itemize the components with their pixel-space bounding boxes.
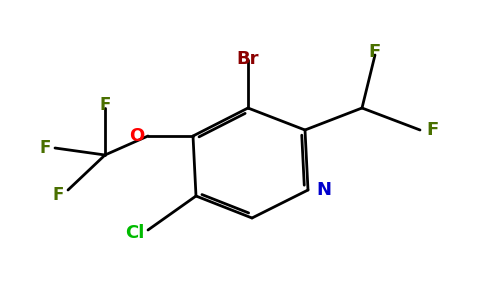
Text: Br: Br [237,50,259,68]
Text: F: F [426,121,438,139]
Text: F: F [53,186,64,204]
Text: F: F [369,43,381,61]
Text: F: F [40,139,51,157]
Text: F: F [99,96,111,114]
Text: N: N [316,181,331,199]
Text: Cl: Cl [124,224,144,242]
Text: O: O [129,127,144,145]
